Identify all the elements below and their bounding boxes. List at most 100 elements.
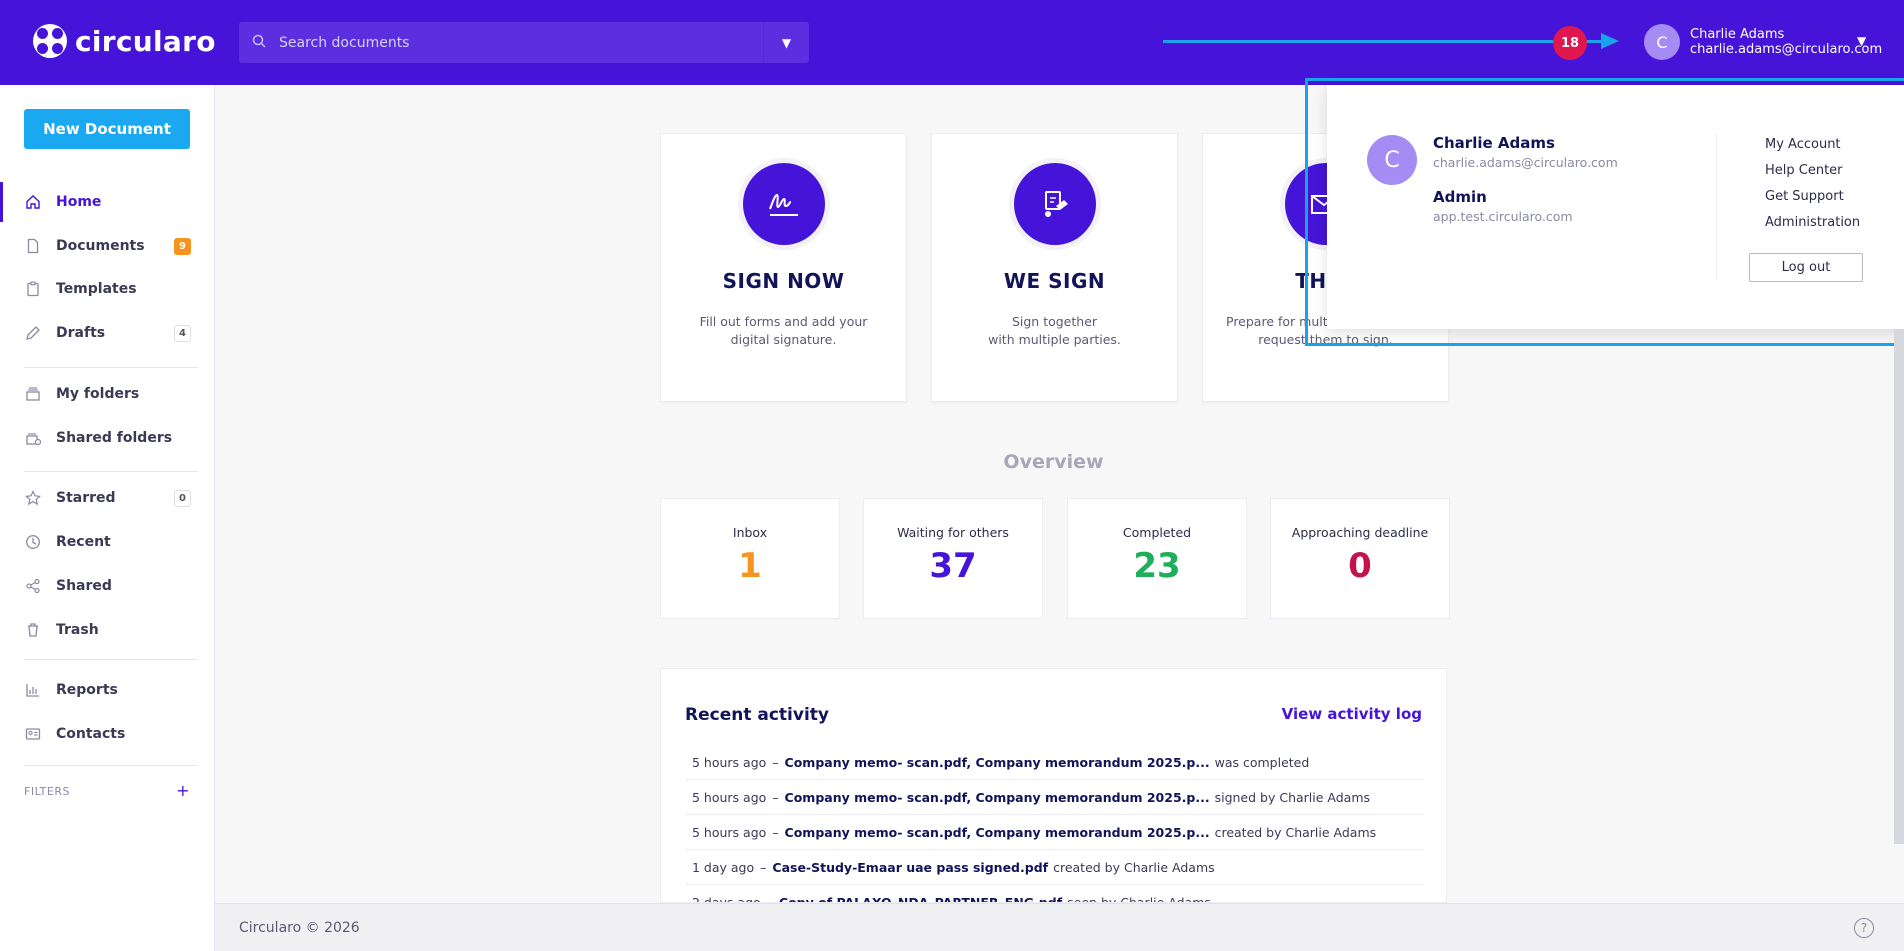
activity-action: created by Charlie Adams: [1214, 824, 1377, 840]
dropdown-user-email: charlie.adams@circularo.com: [1433, 155, 1618, 170]
card-description: Sign together with multiple parties.: [988, 314, 1121, 347]
sidebar-item-my-folders[interactable]: My folders: [0, 374, 215, 414]
overview-title: Overview: [1003, 451, 1104, 473]
sidebar: New Document Home Documents 9 Templates …: [0, 85, 215, 951]
stat-label: Approaching deadline: [1291, 525, 1429, 540]
sidebar-item-shared-folders[interactable]: Shared folders: [0, 418, 215, 458]
search-bar: ▼: [239, 22, 809, 63]
filters-label: FILTERS: [24, 785, 70, 798]
circularo-logo[interactable]: circularo: [33, 24, 216, 58]
sidebar-item-home[interactable]: Home: [0, 182, 215, 222]
help-icon[interactable]: ?: [1854, 918, 1874, 938]
activity-file[interactable]: Company memo- scan.pdf, Company memorand…: [784, 789, 1210, 805]
activity-row[interactable]: 1 day ago – Case-Study-Emaar uae pass si…: [685, 850, 1424, 885]
notifications-badge[interactable]: 18: [1553, 26, 1587, 60]
sidebar-item-contacts[interactable]: Contacts: [0, 714, 215, 754]
activity-file[interactable]: Case-Study-Emaar uae pass signed.pdf: [772, 859, 1049, 875]
activity-action: seen by Charlie Adams: [1067, 895, 1211, 903]
sidebar-item-label: My folders: [56, 386, 140, 402]
sidebar-item-label: Contacts: [56, 726, 126, 742]
sidebar-item-label: Trash: [56, 622, 99, 638]
folders-icon: [24, 385, 42, 403]
filters-section: FILTERS +: [24, 781, 190, 800]
new-document-button[interactable]: New Document: [24, 109, 190, 149]
activity-time: 5 hours ago: [692, 754, 767, 770]
stat-label: Inbox: [732, 525, 768, 540]
sidebar-item-documents[interactable]: Documents 9: [0, 226, 215, 266]
sidebar-item-reports[interactable]: Reports: [0, 670, 215, 710]
activity-row[interactable]: 5 hours ago – Company memo- scan.pdf, Co…: [685, 745, 1424, 780]
sidebar-item-recent[interactable]: Recent: [0, 522, 215, 562]
user-email: charlie.adams@circularo.com: [1690, 42, 1883, 57]
brand-name: circularo: [75, 24, 216, 58]
activity-separator: –: [760, 859, 767, 875]
sidebar-item-label: Recent: [56, 534, 111, 550]
card-title: WE SIGN: [1003, 269, 1106, 293]
logo-mark-icon: [33, 24, 67, 58]
sidebar-divider: [24, 765, 198, 766]
share-icon: [24, 577, 42, 595]
sidebar-item-templates[interactable]: Templates: [0, 269, 215, 309]
activity-file[interactable]: Company memo- scan.pdf, Company memorand…: [784, 754, 1210, 770]
contact-card-icon: [24, 725, 42, 743]
card-title: SIGN NOW: [722, 269, 845, 293]
stat-label: Waiting for others: [897, 525, 1009, 540]
dropdown-divider: [1716, 134, 1717, 280]
sidebar-item-label: Home: [56, 194, 102, 210]
sidebar-item-label: Documents: [56, 238, 145, 254]
signature-icon: [742, 163, 825, 245]
sidebar-item-starred[interactable]: Starred 0: [0, 478, 215, 518]
stat-value: 0: [1348, 546, 1372, 586]
activity-row[interactable]: 2 days ago – Copy of PALAXO_NDA_PARTNER_…: [685, 885, 1424, 903]
starred-count-badge: 0: [174, 490, 191, 507]
sidebar-item-label: Shared folders: [56, 430, 173, 446]
sidebar-item-drafts[interactable]: Drafts 4: [0, 313, 215, 353]
sign-now-card[interactable]: SIGN NOW Fill out forms and add your dig…: [660, 133, 907, 402]
sidebar-item-label: Shared: [56, 578, 112, 594]
get-support-link[interactable]: Get Support: [1765, 189, 1844, 204]
search-icon: [239, 34, 279, 52]
dropdown-user-role: Admin: [1433, 188, 1487, 206]
user-menu-toggle[interactable]: C Charlie Adams charlie.adams@circularo.…: [1644, 24, 1882, 60]
stat-inbox[interactable]: Inbox 1: [660, 498, 840, 619]
help-center-link[interactable]: Help Center: [1765, 163, 1843, 178]
sidebar-item-label: Drafts: [56, 325, 106, 341]
shared-folders-icon: [24, 429, 42, 447]
search-options-chevron-down-icon[interactable]: ▼: [763, 22, 809, 63]
view-activity-log-link[interactable]: View activity log: [1281, 705, 1422, 723]
dropdown-domain: app.test.circularo.com: [1433, 209, 1573, 224]
activity-separator: –: [772, 754, 779, 770]
group-sign-icon: [1013, 163, 1096, 245]
sidebar-item-trash[interactable]: Trash: [0, 610, 215, 650]
search-input[interactable]: [279, 22, 763, 63]
drafts-count-badge: 4: [174, 325, 191, 342]
chart-icon: [24, 681, 42, 699]
sidebar-item-shared[interactable]: Shared: [0, 566, 215, 606]
activity-row[interactable]: 5 hours ago – Company memo- scan.pdf, Co…: [685, 780, 1424, 815]
stat-completed[interactable]: Completed 23: [1067, 498, 1247, 619]
administration-link[interactable]: Administration: [1765, 215, 1861, 230]
avatar: C: [1367, 135, 1417, 185]
activity-file[interactable]: Copy of PALAXO_NDA_PARTNER_ENG.pdf: [778, 895, 1063, 903]
my-account-link[interactable]: My Account: [1765, 137, 1841, 152]
activity-file[interactable]: Company memo- scan.pdf, Company memorand…: [784, 824, 1210, 840]
scrollbar[interactable]: [1894, 329, 1904, 844]
dropdown-user-name: Charlie Adams: [1433, 134, 1555, 152]
user-dropdown-menu: C Charlie Adams charlie.adams@circularo.…: [1327, 85, 1904, 329]
we-sign-card[interactable]: WE SIGN Sign together with multiple part…: [931, 133, 1178, 402]
stat-waiting-for-others[interactable]: Waiting for others 37: [863, 498, 1043, 619]
recent-activity-title: Recent activity: [685, 705, 829, 725]
recent-activity-panel: Recent activity View activity log 5 hour…: [660, 668, 1447, 903]
activity-row[interactable]: 5 hours ago – Company memo- scan.pdf, Co…: [685, 815, 1424, 850]
stat-label: Completed: [1122, 525, 1192, 540]
clock-icon: [24, 533, 42, 551]
stat-value: 23: [1133, 546, 1181, 586]
activity-time: 5 hours ago: [692, 789, 767, 805]
stat-value: 1: [738, 546, 762, 586]
user-menu-chevron-down-icon[interactable]: ▼: [1857, 34, 1867, 48]
footer: Circularo © 2026 ?: [215, 903, 1904, 951]
stat-approaching-deadline[interactable]: Approaching deadline 0: [1270, 498, 1450, 619]
sidebar-item-label: Templates: [56, 281, 137, 297]
log-out-button[interactable]: Log out: [1749, 253, 1863, 282]
add-filter-plus-icon[interactable]: +: [176, 781, 190, 800]
